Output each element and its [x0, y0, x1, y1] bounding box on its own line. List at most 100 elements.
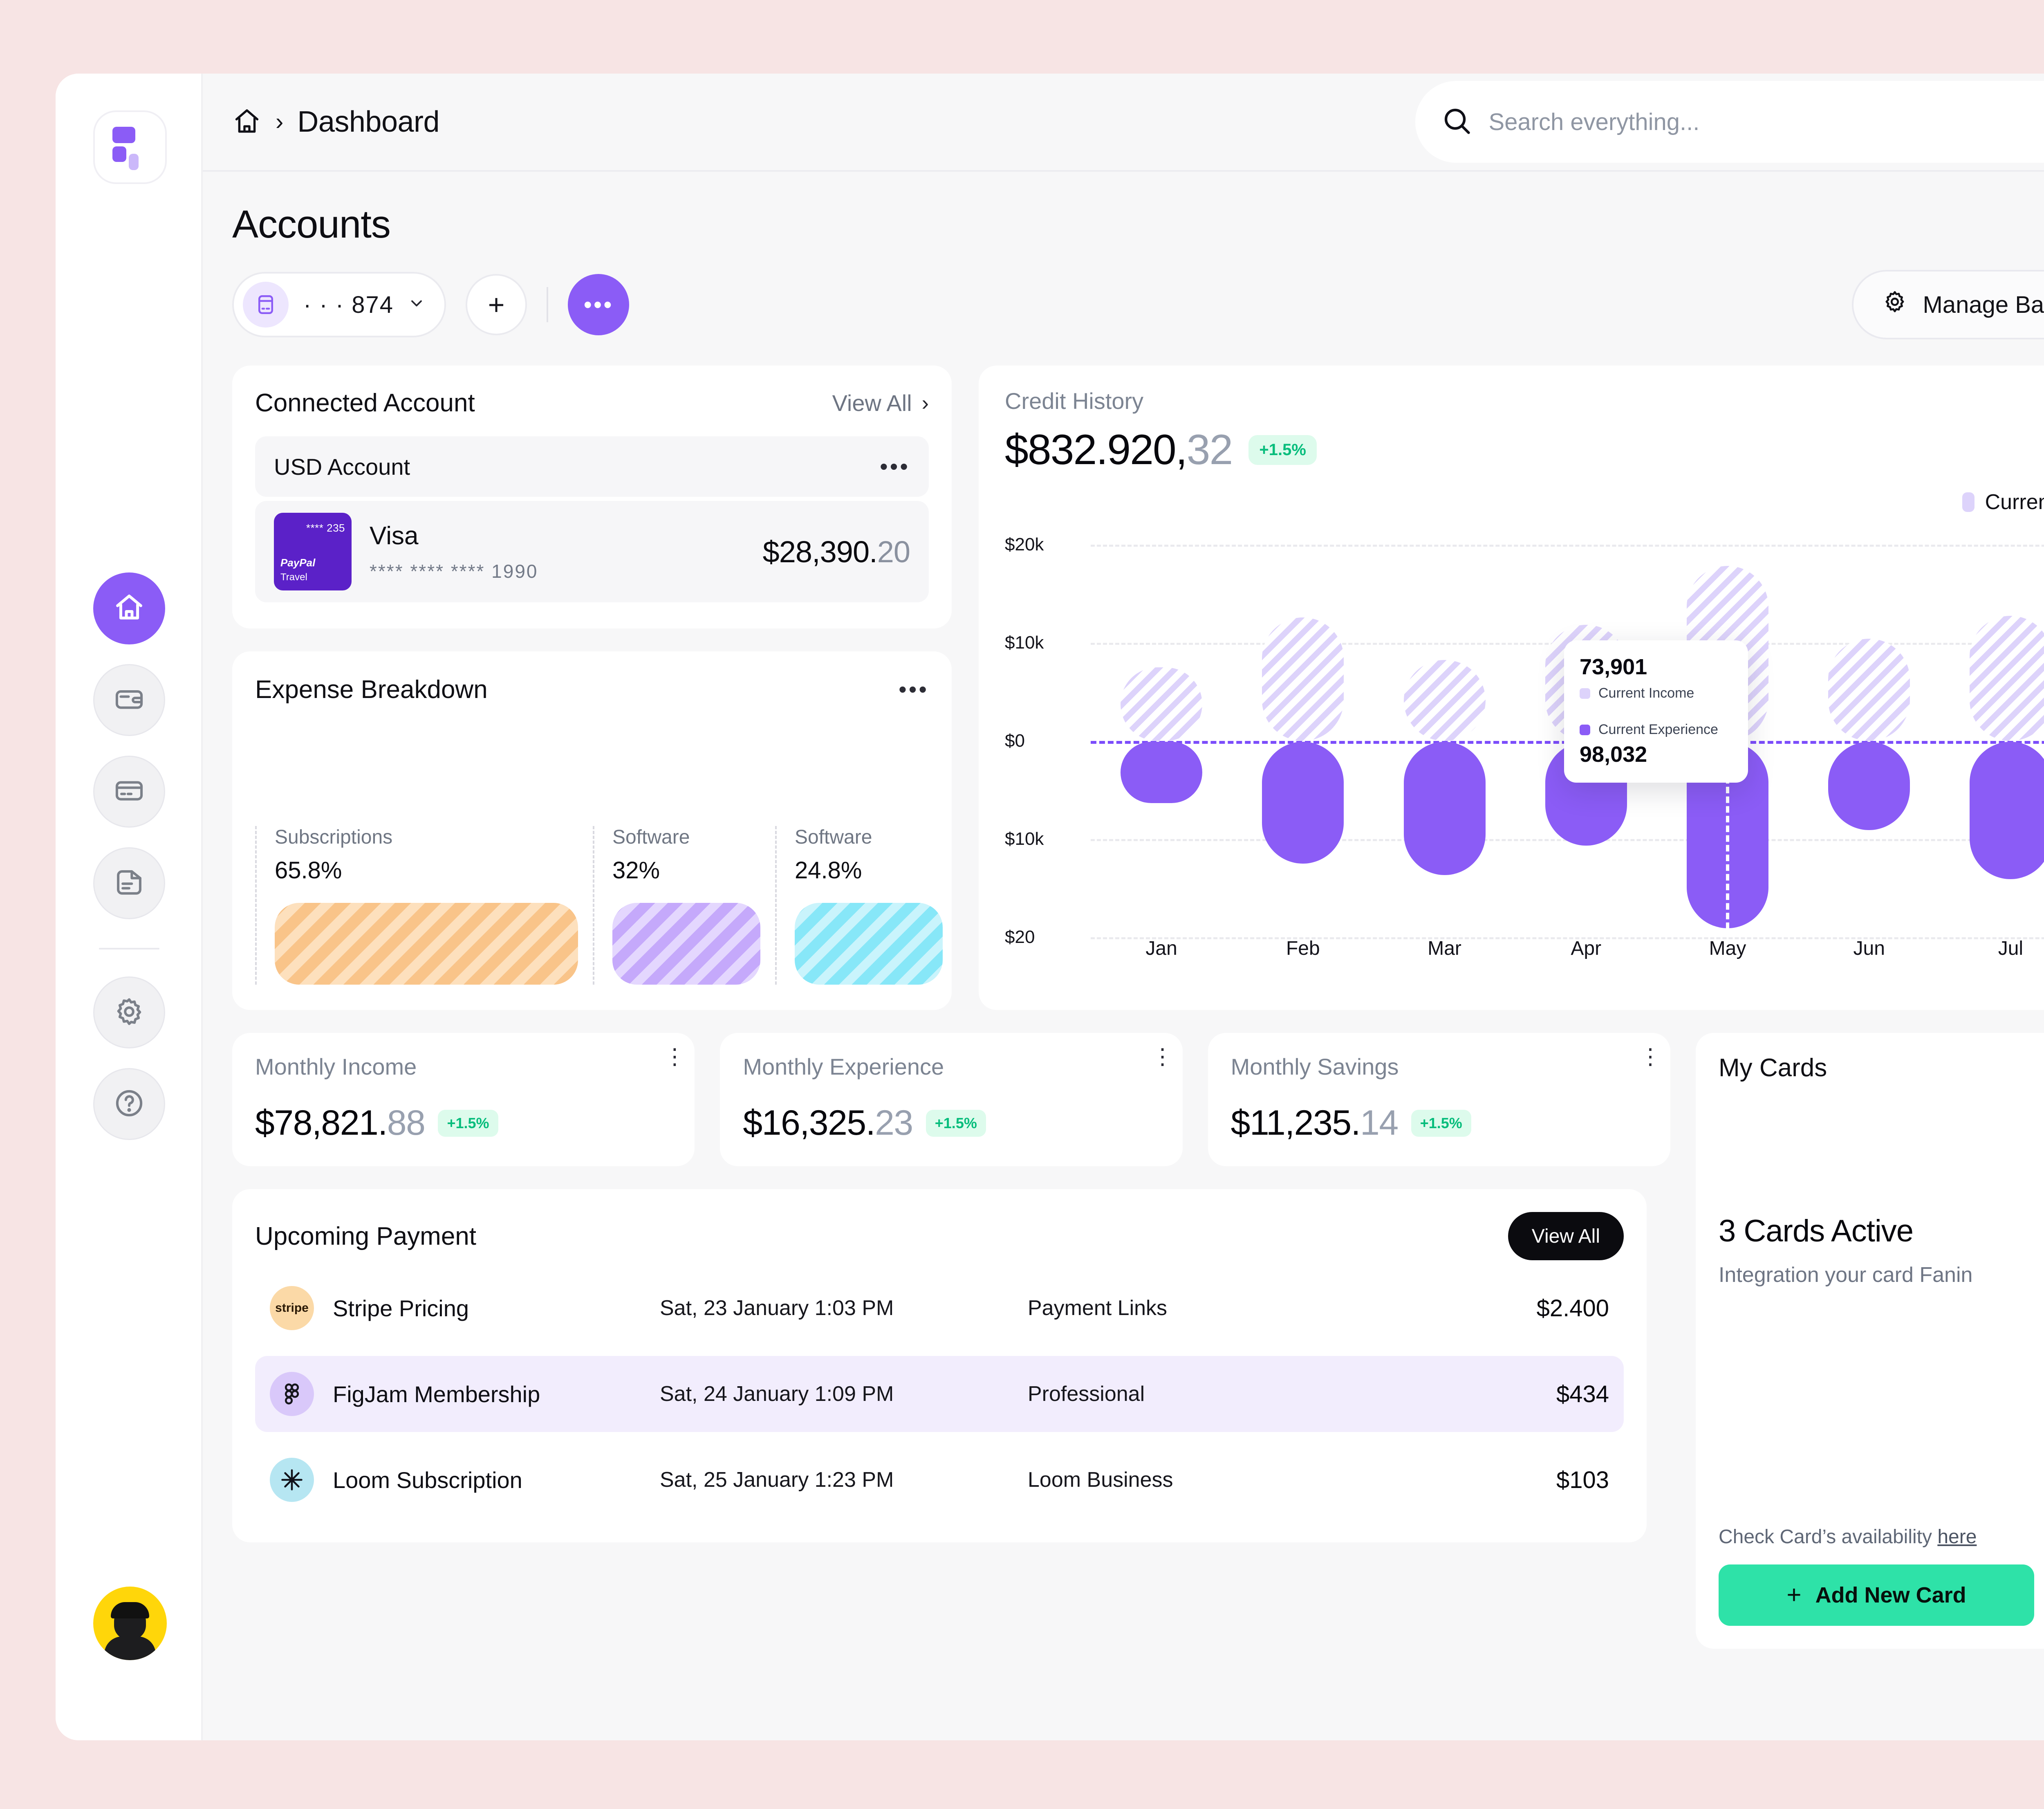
home-icon[interactable] — [232, 106, 262, 138]
card-number-mask: **** **** **** 1990 — [370, 560, 538, 582]
document-icon — [114, 867, 145, 900]
figjam-icon — [270, 1372, 314, 1416]
view-all-label: View All — [832, 390, 912, 416]
expense-bar — [612, 903, 760, 985]
payment-name: Stripe Pricing — [333, 1295, 469, 1321]
tooltip-experience-value: 98,032 — [1580, 742, 1647, 767]
loom-icon — [270, 1458, 314, 1502]
chart-plot-area: 73,901 Current Income Current Experience… — [1091, 528, 2044, 939]
sidebar-item-settings[interactable] — [93, 976, 165, 1048]
search-bar[interactable] — [1415, 81, 2044, 163]
expense-bar — [795, 903, 943, 985]
expense-percent: 65.8% — [275, 857, 342, 884]
chart-column-jun[interactable] — [1798, 528, 1940, 921]
y-tick: $10k — [1005, 633, 1044, 653]
chart-column-jan[interactable] — [1091, 528, 1232, 921]
payment-plan: Loom Business — [1028, 1468, 1173, 1492]
chart-column-feb[interactable] — [1232, 528, 1374, 921]
expense-breakdown-more-button[interactable]: ••• — [899, 676, 929, 703]
sidebar-item-documents[interactable] — [93, 847, 165, 919]
stat-amount-cents: 23 — [875, 1103, 913, 1142]
expense-item: Subscriptions 65.8% — [255, 826, 578, 985]
bar-experience — [1970, 742, 2044, 879]
chart-column-jul[interactable] — [1940, 528, 2044, 921]
chart-tooltip: 73,901 Current Income Current Experience… — [1564, 640, 1748, 783]
table-row[interactable]: Loom Subscription Sat, 25 January 1:23 P… — [255, 1442, 1624, 1518]
accounts-title: Accounts — [232, 202, 391, 246]
add-new-card-button[interactable]: + Add New Card — [1718, 1564, 2034, 1626]
account-selector[interactable]: · · · 874 — [232, 272, 446, 337]
credit-history-card: Credit History $832.920,32 +1.5% — [979, 366, 2044, 1010]
breadcrumb-separator: › — [276, 108, 284, 135]
tooltip-experience-label: Current Experience — [1598, 722, 1718, 737]
expense-label: Software — [612, 826, 690, 848]
upcoming-view-all-button[interactable]: View All — [1508, 1212, 1624, 1260]
stat-amount-main: $11,235. — [1230, 1103, 1361, 1142]
sidebar-item-help[interactable] — [93, 1068, 165, 1140]
visa-account-row[interactable]: **** 235 PayPal Travel Visa **** **** **… — [255, 501, 929, 602]
sidebar-item-cards[interactable] — [93, 756, 165, 828]
sidebar-item-home[interactable] — [93, 572, 165, 644]
legend-item-income: Current Income — [1962, 490, 2044, 514]
expense-breakdown-card: Expense Breakdown ••• Subscriptions 65.8… — [232, 651, 952, 1010]
my-cards-title: My Cards — [1718, 1054, 1827, 1082]
payment-plan: Professional — [1028, 1382, 1145, 1406]
card-icon — [114, 775, 145, 808]
stat-more-button[interactable]: ⋮ — [1639, 1044, 1661, 1069]
mini-card-number: **** 235 — [306, 522, 345, 534]
table-row[interactable]: FigJam Membership Sat, 24 January 1:09 P… — [255, 1356, 1624, 1432]
credit-history-chart: $20k $10k $0 $10k $20 — [1005, 528, 2044, 986]
stat-label: Monthly Income — [255, 1054, 417, 1080]
table-row[interactable]: stripe Stripe Pricing Sat, 23 January 1:… — [255, 1270, 1624, 1346]
card-balance: $28,390.20 — [763, 534, 910, 569]
tooltip-income-value: 73,901 — [1580, 655, 1647, 679]
bar-experience — [1828, 742, 1910, 830]
add-new-card-label: Add New Card — [1815, 1583, 1966, 1607]
credit-amount-main: $832.920, — [1005, 426, 1188, 474]
expense-label: Software — [795, 826, 872, 848]
card-balance-main: $28,390. — [762, 534, 878, 569]
stat-amount-cents: 88 — [387, 1103, 426, 1142]
upcoming-payment-title: Upcoming Payment — [255, 1222, 477, 1250]
usd-account-row[interactable]: USD Account ••• — [255, 436, 929, 497]
x-tick: May — [1709, 938, 1746, 959]
manage-balance-button[interactable]: Manage Balance — [1851, 270, 2044, 339]
account-selector-label: · · · 874 — [303, 291, 394, 318]
gear-icon — [1882, 289, 1907, 320]
sidebar-item-wallet[interactable] — [93, 664, 165, 736]
plus-icon: + — [1786, 1581, 1802, 1609]
chart-column-mar[interactable] — [1374, 528, 1515, 921]
payment-date: Sat, 25 January 1:23 PM — [660, 1468, 894, 1492]
card-brand: Visa — [370, 521, 419, 550]
add-account-button[interactable]: + — [466, 274, 527, 335]
mini-card-visual: **** 235 PayPal Travel — [274, 513, 352, 590]
card-icon — [243, 282, 289, 328]
connected-account-view-all[interactable]: View All › — [832, 390, 929, 416]
search-input[interactable] — [1488, 108, 2044, 136]
bar-income — [1970, 616, 2044, 741]
help-icon — [114, 1088, 145, 1121]
tooltip-experience-row: Current Experience — [1580, 722, 1732, 738]
connected-account-title: Connected Account — [255, 389, 475, 417]
account-more-button[interactable]: ••• — [568, 274, 630, 335]
dashboard-content: Connected Account View All › USD Account… — [203, 339, 2044, 1649]
wallet-icon — [114, 684, 145, 717]
app-logo[interactable] — [93, 110, 167, 184]
card-balance-cents: 20 — [877, 534, 910, 569]
expense-breakdown-bars: Subscriptions 65.8% Software 32% Softwar… — [255, 753, 943, 985]
sidebar-nav — [56, 572, 203, 1140]
stat-more-button[interactable]: ⋮ — [663, 1044, 686, 1069]
left-column: Connected Account View All › USD Account… — [232, 366, 952, 1010]
expense-percent: 32% — [612, 857, 660, 884]
payment-date: Sat, 24 January 1:09 PM — [660, 1382, 894, 1406]
stat-more-button[interactable]: ⋮ — [1151, 1044, 1174, 1069]
payment-name: Loom Subscription — [333, 1467, 522, 1493]
y-tick: $0 — [1005, 731, 1025, 751]
stat-change-badge: +1.5% — [438, 1109, 498, 1137]
topbar: › Dashboard — [203, 74, 2044, 172]
usd-account-more-button[interactable]: ••• — [880, 453, 910, 479]
toolbar-divider — [547, 287, 549, 322]
mini-card-sub: Travel — [280, 572, 307, 583]
avatar[interactable] — [93, 1587, 167, 1660]
availability-link[interactable]: here — [1937, 1526, 1977, 1548]
